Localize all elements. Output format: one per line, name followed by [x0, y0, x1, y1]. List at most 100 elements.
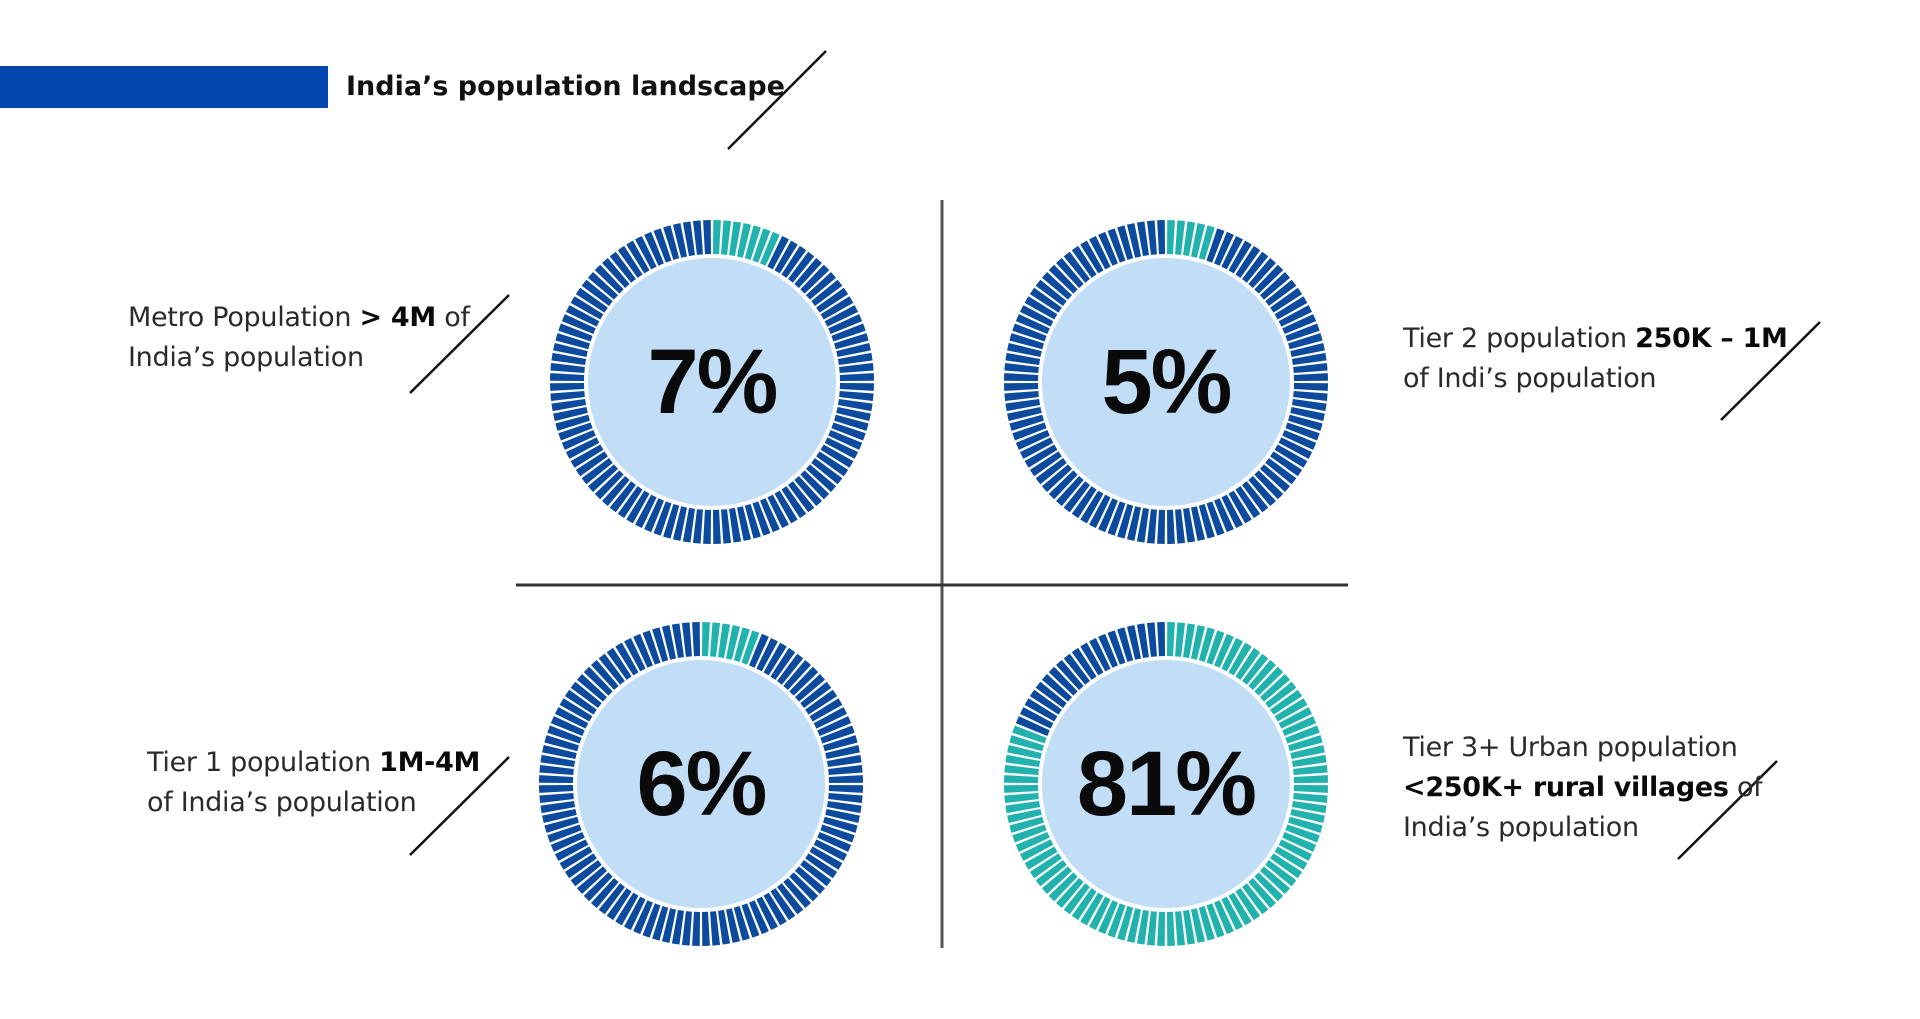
- ring-segment: [1019, 707, 1054, 729]
- ring-segment: [1117, 627, 1134, 662]
- ring-segment: [1214, 231, 1234, 266]
- ring-segment: [624, 637, 646, 672]
- ring-segment-highlight: [1235, 888, 1261, 921]
- ring-segment: [561, 430, 596, 450]
- caption-slash-tier2: [1720, 321, 1821, 421]
- ring-segment-highlight: [1228, 642, 1252, 676]
- ring-segment: [702, 911, 710, 946]
- ring-segment: [1285, 323, 1320, 342]
- ring-segment: [682, 507, 695, 543]
- ring-segment-highlight: [1254, 666, 1284, 696]
- ring-segment: [550, 716, 585, 736]
- ring-segment: [591, 659, 619, 691]
- ring-segment: [564, 853, 597, 879]
- ring-segment-highlight: [760, 231, 780, 266]
- ring-segment: [544, 735, 579, 752]
- ring-segment-highlight: [1288, 735, 1323, 752]
- ring-segment: [703, 220, 711, 255]
- ring-segment: [587, 464, 619, 492]
- ring-segment: [800, 681, 832, 708]
- ring-segment: [547, 725, 582, 744]
- ring-segment: [825, 808, 860, 824]
- ring-segment: [644, 498, 664, 533]
- ring-segment: [644, 231, 664, 266]
- ring-segment: [550, 383, 585, 391]
- ring-segment: [602, 475, 630, 507]
- ring-segment: [542, 744, 577, 760]
- ring-segment: [763, 642, 787, 676]
- ring-segment: [551, 352, 587, 365]
- ring-segment: [663, 225, 680, 260]
- ring-segment-highlight: [1274, 846, 1308, 870]
- ring-segment: [633, 900, 653, 935]
- ring-segment: [1080, 642, 1104, 676]
- ring-segment: [1126, 223, 1142, 258]
- ring-segment: [1012, 422, 1047, 441]
- ring-segment: [1035, 458, 1067, 485]
- ring-segment: [682, 221, 695, 257]
- ring-segment: [594, 470, 624, 500]
- ring-segment: [789, 666, 819, 696]
- ring-segment: [820, 725, 855, 744]
- pct-label-tier3: 81%: [1076, 733, 1257, 835]
- ring-segment-highlight: [1004, 764, 1039, 775]
- ring-inner-disc: [577, 660, 825, 908]
- ring-segment-highlight: [1242, 883, 1269, 915]
- ring-segment: [1005, 399, 1041, 412]
- ring-segment: [1146, 622, 1157, 657]
- ring-segment: [1056, 659, 1084, 691]
- ring-segment: [1288, 333, 1323, 350]
- ring-segment: [1228, 490, 1252, 524]
- ring-segment: [811, 458, 843, 485]
- ring-segment: [788, 481, 815, 513]
- ring-segment-highlight: [1206, 630, 1225, 665]
- ring-segment: [1080, 490, 1104, 524]
- ring-segment: [749, 633, 769, 668]
- ring-segment: [1012, 323, 1047, 342]
- ring-segment: [1288, 414, 1323, 431]
- ring-segment: [783, 659, 811, 691]
- ring-segment: [820, 824, 855, 843]
- ring-segment-highlight: [1041, 866, 1073, 894]
- ring-segment: [1019, 305, 1054, 327]
- ring-segment: [540, 754, 576, 767]
- ring-segment: [834, 414, 869, 431]
- ring-segment: [813, 839, 848, 861]
- ring-segment: [1048, 666, 1078, 696]
- ring-segment: [767, 494, 789, 529]
- ring-segment-highlight: [1009, 735, 1044, 752]
- ring-segment: [692, 911, 700, 946]
- ring-segment: [1041, 464, 1073, 492]
- ring-segment-highlight: [1265, 860, 1297, 887]
- ring-segment: [661, 908, 677, 943]
- ring-segment: [559, 846, 593, 870]
- pct-label-metro: 7%: [647, 331, 779, 433]
- ring-segment: [1157, 622, 1165, 657]
- ring-segment-highlight: [721, 220, 732, 255]
- ring-segment: [602, 257, 630, 289]
- ring-segment-highlight: [1136, 909, 1149, 945]
- ring-segment-highlight: [1206, 903, 1225, 938]
- ring-segment: [626, 490, 650, 524]
- ring-segment: [1254, 264, 1284, 294]
- ring-segment: [828, 785, 863, 793]
- ring-segment: [1015, 314, 1050, 334]
- ring-segment: [1107, 228, 1126, 263]
- ring-segment-highlight: [1012, 725, 1047, 744]
- ring-segment: [1214, 498, 1234, 533]
- ring-segment: [1136, 623, 1149, 659]
- ring-segment: [1007, 342, 1042, 358]
- ring-segment-highlight: [1107, 903, 1126, 938]
- ring-segment: [539, 793, 574, 804]
- ring-segment-highlight: [1167, 911, 1175, 946]
- ring-segment: [1041, 674, 1073, 702]
- ring-segment-highlight: [1005, 754, 1041, 767]
- ring-segment: [550, 373, 585, 381]
- ring-segment-highlight: [702, 622, 710, 657]
- ring-segment: [800, 264, 830, 294]
- ring-segment: [1242, 251, 1269, 283]
- ring-segment-highlight: [1198, 225, 1215, 260]
- ring-segment: [809, 846, 843, 870]
- ring-segment: [1048, 264, 1078, 294]
- ring-segment-highlight: [1221, 637, 1243, 672]
